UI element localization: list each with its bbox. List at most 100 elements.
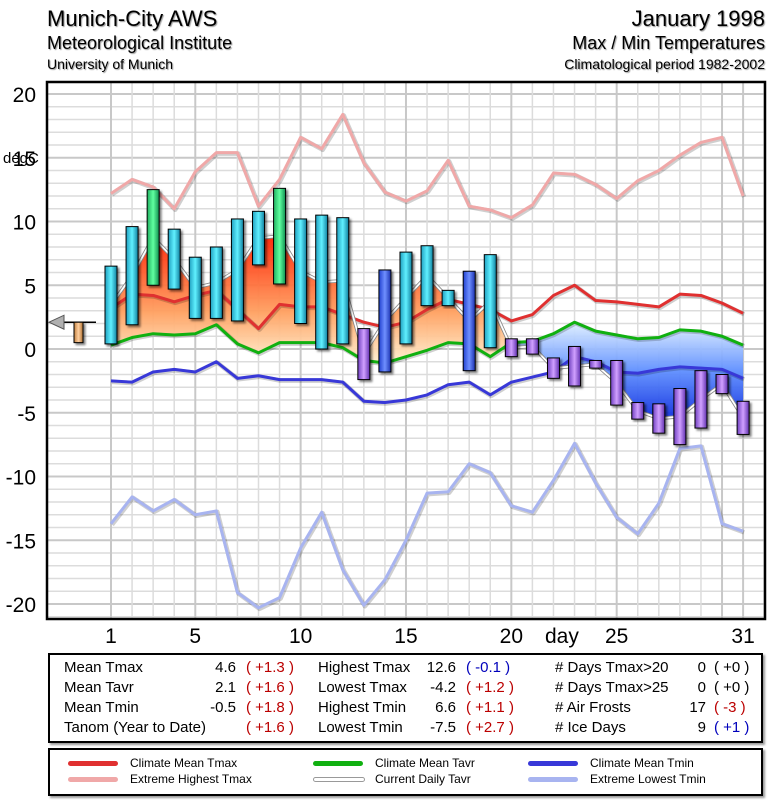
stat-value: 0 [697, 659, 706, 676]
daily-temp-bar [652, 403, 666, 434]
stat-anomaly: ( -0.1 ) [466, 659, 511, 676]
stat-value: 17 [689, 699, 706, 716]
stat-label: # Days Tmax>20 [555, 659, 669, 676]
tanom-bar [73, 321, 84, 344]
legend: Climate Mean Tmax Climate Mean Tavr Climat… [48, 748, 763, 796]
daily-temp-bar [420, 245, 434, 307]
daily-temp-bar [167, 228, 181, 290]
daily-temp-bar [462, 270, 476, 372]
tanom-arrow-icon [47, 314, 65, 331]
legend-label: Climate Mean Tmin [590, 756, 694, 770]
daily-temp-bar [251, 210, 265, 266]
extreme-highest-tmax-line [110, 112, 745, 220]
legend-label: Current Daily Tavr [375, 772, 471, 786]
legend-label: Climate Mean Tavr [375, 756, 475, 770]
stat-value: -0.5 [210, 699, 236, 716]
legend-label: Climate Mean Tmax [130, 756, 238, 770]
daily-temp-bar [104, 265, 118, 345]
stat-anomaly: ( -3 ) [714, 699, 746, 716]
y-tick-label: 20 [13, 84, 36, 107]
daily-temp-bar [294, 218, 308, 324]
x-axis-ticks: 1 5 10 15 20 25 31 [105, 625, 755, 648]
daily-temp-bar [631, 402, 645, 420]
tanom-marker [47, 314, 96, 344]
climate-mean-tavr-line [110, 320, 744, 365]
stat-anomaly: ( +1.2 ) [466, 679, 514, 696]
stat-label: Lowest Tmax [318, 679, 407, 696]
daily-temp-bar [378, 269, 392, 373]
stat-anomaly: ( +1.1 ) [466, 699, 514, 716]
stat-label: # Days Tmax>25 [555, 679, 669, 696]
y-tick-label: -5 [17, 403, 36, 426]
x-tick-label: 15 [394, 625, 417, 648]
daily-temp-bar [125, 226, 139, 326]
chart-subtitle: Max / Min Temperatures [572, 33, 765, 53]
extreme-lowest-tmin-line [109, 441, 744, 610]
legend-swatch [68, 777, 118, 782]
x-axis-label: day [545, 625, 579, 648]
legend-swatch [68, 761, 118, 766]
y-tick-label: -20 [6, 594, 36, 617]
daily-temp-bar [546, 357, 560, 379]
legend-label: Extreme Lowest Tmin [590, 772, 706, 786]
x-tick-label: 10 [289, 625, 312, 648]
stat-value: 2.1 [215, 679, 236, 696]
y-tick-label: 5 [24, 275, 36, 298]
y-tick-label: -10 [6, 467, 36, 490]
month-title: January 1998 [631, 6, 765, 31]
stat-label: Mean Tmin [64, 699, 139, 716]
statistics-panel: Mean Tmax 4.6 ( +1.3 ) Mean Tavr 2.1 ( +1.6 )… [48, 653, 763, 743]
plot-frame [45, 80, 767, 621]
daily-temp-bar [589, 359, 603, 369]
daily-temp-bar [610, 359, 624, 406]
climate-period: Climatological period 1982-2002 [564, 56, 765, 72]
daily-temp-bar [673, 388, 687, 446]
daily-temp-bar [483, 254, 497, 349]
stat-label: # Ice Days [555, 719, 626, 736]
y-tick-label: 0 [24, 339, 36, 362]
x-tick-label: 31 [731, 625, 754, 648]
y-axis-label: degC [3, 150, 39, 167]
stat-anomaly: ( +1.6 ) [246, 679, 294, 696]
stat-value: -7.5 [430, 719, 456, 736]
y-tick-label: -15 [6, 530, 36, 553]
stat-anomaly: ( +0 ) [714, 679, 750, 696]
daily-temp-bar [715, 374, 729, 395]
legend-swatch [528, 761, 578, 766]
daily-temp-bar [504, 338, 518, 358]
legend-swatch [313, 777, 365, 782]
stat-value: 0 [697, 679, 706, 696]
stat-value: 12.6 [426, 659, 456, 676]
x-tick-label: 25 [605, 625, 628, 648]
x-tick-label: 5 [189, 625, 201, 648]
stat-value: 9 [697, 719, 706, 736]
daily-temp-bar [209, 246, 223, 319]
y-axis-ticks: 20 15 10 5 0 -5 -10 -15 -20 [6, 84, 36, 617]
daily-bars [104, 187, 750, 446]
y-tick-label: 10 [13, 212, 36, 235]
stat-anomaly: ( +1.8 ) [246, 699, 294, 716]
stat-label: Highest Tmin [318, 699, 407, 716]
daily-temp-bar [315, 214, 329, 350]
daily-temp-bar [357, 328, 371, 381]
daily-temp-bar [273, 187, 287, 285]
daily-temp-bar [188, 256, 202, 319]
legend-swatch [313, 761, 363, 766]
stat-label: Tanom (Year to Date) [64, 719, 207, 736]
daily-temp-bar [230, 218, 244, 322]
y-tick-label: 15 [13, 148, 36, 171]
daily-temp-bar [736, 400, 750, 435]
daily-temp-bar [568, 345, 582, 387]
daily-temp-bar [441, 289, 455, 307]
station-title: Munich-City AWS [47, 6, 218, 31]
stat-anomaly: ( +0 ) [714, 659, 750, 676]
stat-label: Mean Tavr [64, 679, 134, 696]
stat-anomaly: ( +1.3 ) [246, 659, 294, 676]
x-tick-label: 1 [105, 625, 117, 648]
stat-label: # Air Frosts [555, 699, 631, 716]
stat-value: -4.2 [430, 679, 456, 696]
stat-value: 4.6 [215, 659, 236, 676]
stat-label: Lowest Tmin [318, 719, 403, 736]
institute-title: Meteorological Institute [47, 33, 233, 53]
daily-temp-bar [694, 370, 708, 429]
